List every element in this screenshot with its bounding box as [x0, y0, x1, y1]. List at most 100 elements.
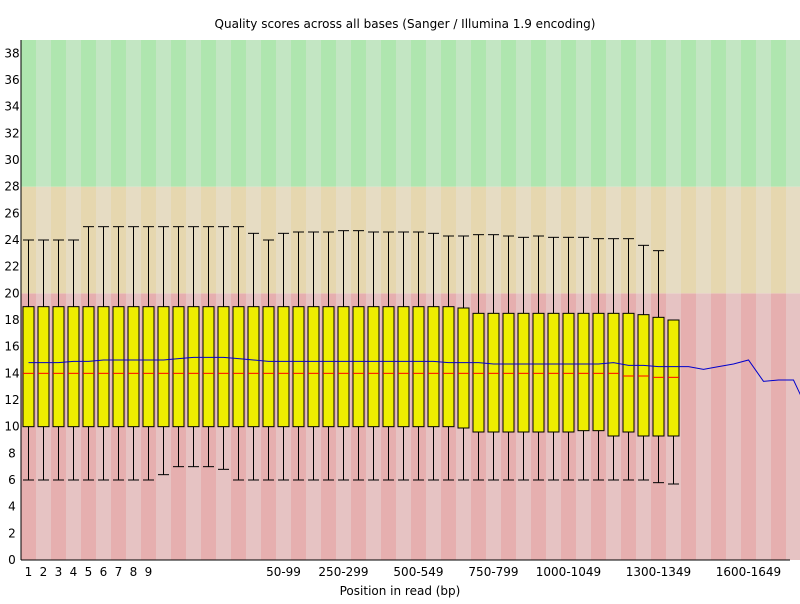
zone-good-stripe [756, 40, 771, 187]
y-tick-label: 0 [8, 553, 16, 567]
box-iqr [38, 307, 49, 427]
box-iqr [188, 307, 199, 427]
zone-poor-stripe [681, 293, 696, 560]
zone-good-stripe [231, 40, 246, 187]
y-tick-label: 28 [4, 180, 19, 194]
box-iqr [578, 313, 589, 430]
zone-poor-stripe [786, 293, 800, 560]
box-iqr [473, 313, 484, 432]
y-tick-label: 20 [4, 286, 19, 300]
zone-good-stripe [576, 40, 591, 187]
x-tick-label: 6 [100, 565, 108, 579]
zone-good-stripe [426, 40, 441, 187]
box-iqr [383, 307, 394, 427]
box-iqr [293, 307, 304, 427]
zone-good-stripe [171, 40, 186, 187]
box-iqr [323, 307, 334, 427]
box-iqr [548, 313, 559, 432]
zone-good-stripe [186, 40, 201, 187]
box-iqr [53, 307, 64, 427]
box-iqr [428, 307, 439, 427]
y-tick-label: 36 [4, 73, 19, 87]
zone-poor-stripe [741, 293, 756, 560]
zone-poor-stripe [726, 293, 741, 560]
zone-reasonable-stripe [726, 187, 741, 294]
box-iqr [638, 315, 649, 436]
box-iqr [278, 307, 289, 427]
box-iqr [563, 313, 574, 432]
zone-good-stripe [441, 40, 456, 187]
zone-good-stripe [486, 40, 501, 187]
box-iqr [368, 307, 379, 427]
x-tick-label: 5 [85, 565, 93, 579]
y-tick-label: 22 [4, 260, 19, 274]
zone-good-stripe [306, 40, 321, 187]
box-iqr [68, 307, 79, 427]
y-tick-label: 10 [4, 420, 19, 434]
chart-title: Quality scores across all bases (Sanger … [215, 17, 596, 31]
x-axis-title: Position in read (bp) [340, 584, 461, 598]
box-iqr [143, 307, 154, 427]
zone-poor-stripe [711, 293, 726, 560]
y-tick-label: 26 [4, 206, 19, 220]
zone-good-stripe [21, 40, 36, 187]
zone-good-stripe [546, 40, 561, 187]
y-tick-label: 30 [4, 153, 19, 167]
x-tick-label: 4 [70, 565, 78, 579]
zone-good-stripe [396, 40, 411, 187]
zone-good-stripe [741, 40, 756, 187]
box-iqr [413, 307, 424, 427]
box-iqr [533, 313, 544, 432]
x-tick-label: 1600-1649 [716, 565, 781, 579]
y-tick-label: 4 [8, 500, 16, 514]
zone-reasonable-stripe [756, 187, 771, 294]
box-iqr [488, 313, 499, 432]
zone-good-stripe [81, 40, 96, 187]
box-iqr [173, 307, 184, 427]
zone-good-stripe [681, 40, 696, 187]
zone-good-stripe [771, 40, 786, 187]
y-tick-label: 6 [8, 473, 16, 487]
zone-reasonable-stripe [666, 187, 681, 294]
box-iqr [353, 307, 364, 427]
zone-poor-stripe [771, 293, 786, 560]
zone-good-stripe [216, 40, 231, 187]
x-tick-label: 3 [55, 565, 63, 579]
zone-good-stripe [501, 40, 516, 187]
zone-good-stripe [516, 40, 531, 187]
y-tick-label: 32 [4, 126, 19, 140]
zone-good-stripe [51, 40, 66, 187]
y-tick-label: 18 [4, 313, 19, 327]
box-iqr [218, 307, 229, 427]
zone-good-stripe [666, 40, 681, 187]
x-tick-label: 500-549 [393, 565, 443, 579]
zone-good-stripe [66, 40, 81, 187]
zone-good-stripe [111, 40, 126, 187]
zone-good-stripe [456, 40, 471, 187]
y-tick-label: 2 [8, 526, 16, 540]
box-iqr [608, 313, 619, 436]
box-iqr [338, 307, 349, 427]
zone-good-stripe [726, 40, 741, 187]
box-iqr [158, 307, 169, 427]
zone-good-stripe [696, 40, 711, 187]
zone-good-stripe [651, 40, 666, 187]
box-iqr [128, 307, 139, 427]
zone-good-stripe [141, 40, 156, 187]
zone-good-stripe [606, 40, 621, 187]
box-iqr [593, 313, 604, 430]
zone-good-stripe [711, 40, 726, 187]
zone-poor-stripe [756, 293, 771, 560]
zone-good-stripe [291, 40, 306, 187]
zone-reasonable-stripe [681, 187, 696, 294]
box-iqr [668, 320, 679, 436]
x-tick-label: 9 [145, 565, 153, 579]
x-tick-label: 1000-1049 [536, 565, 601, 579]
box-iqr [308, 307, 319, 427]
zone-good-stripe [786, 40, 800, 187]
zone-good-stripe [591, 40, 606, 187]
zone-good-stripe [336, 40, 351, 187]
y-tick-label: 38 [4, 46, 19, 60]
